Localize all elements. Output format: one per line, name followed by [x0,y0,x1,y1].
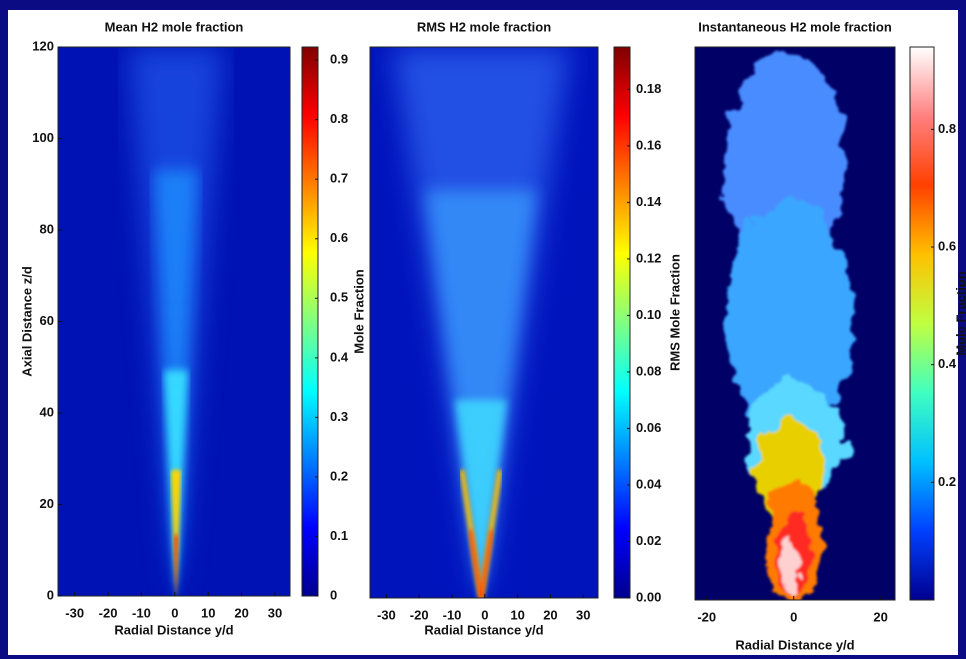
x-tick-label: 10 [201,605,215,620]
instant-field [695,47,895,600]
rms-field [370,47,598,598]
x-tick-label: -20 [410,607,429,622]
chart-title: Instantaneous H2 mole fraction [698,19,892,34]
y-tick-label: 120 [32,38,54,53]
colorbar-tick-label: 0.00 [636,589,661,604]
colorbar-tick-label: 0.04 [636,476,662,491]
x-axis-label: Radial Distance y/d [735,637,854,652]
x-tick-label: 20 [234,605,248,620]
colorbar-tick-label: 0.4 [330,349,349,364]
colorbar-label: Mole Fraction [351,269,366,354]
x-tick-label: 0 [171,605,178,620]
x-tick-label: 30 [268,605,282,620]
chart-title: RMS H2 mole fraction [417,19,551,34]
x-tick-label: 20 [543,607,557,622]
mean-field [58,47,290,596]
y-axis-label: Axial Distance z/d [19,266,34,377]
colorbar-tick-label: 0.9 [330,52,348,67]
x-tick-label: -30 [377,607,396,622]
colorbar [301,46,319,597]
x-tick-label: -20 [99,605,118,620]
x-tick-label: -30 [65,605,84,620]
colorbar-tick-label: 0.5 [330,290,348,305]
x-tick-label: 0 [790,609,797,624]
x-tick-label: 10 [510,607,524,622]
x-axis-label: Radial Distance y/d [114,622,233,637]
y-tick-label: 20 [40,496,54,511]
colorbar-tick-label: 0.3 [330,409,348,424]
colorbar-tick-label: 0.18 [636,81,661,96]
colorbar-tick-label: 0.1 [330,528,348,543]
colorbar-tick-label: 0 [330,587,337,602]
colorbar [613,46,631,599]
colorbar-tick-label: 0.2 [330,468,348,483]
y-tick-label: 40 [40,404,54,419]
chart-title: Mean H2 mole fraction [105,19,244,34]
colorbar-tick-label: 0.4 [938,356,957,371]
colorbar-tick-label: 0.06 [636,420,661,435]
y-tick-label: 0 [47,587,54,602]
plot-frame [694,46,896,601]
colorbar-tick-label: 0.12 [636,250,661,265]
y-tick-label: 60 [40,313,54,328]
colorbar-tick-label: 0.8 [938,121,956,136]
colorbar-tick-label: 0.7 [330,171,348,186]
y-tick-label: 80 [40,221,54,236]
colorbar-tick-label: 0.16 [636,137,661,152]
colorbar-label: RMS Mole Fraction [667,254,682,371]
colorbar-tick-label: 0.8 [330,111,348,126]
x-tick-label: -20 [697,609,716,624]
colorbar-tick-label: 0.14 [636,194,662,209]
colorbar-tick-label: 0.6 [330,230,348,245]
colorbar-tick-label: 0.2 [938,474,956,489]
plot-frame [369,46,599,599]
colorbar-tick-label: 0.6 [938,238,956,253]
x-tick-label: -10 [443,607,462,622]
x-tick-label: 30 [576,607,590,622]
x-tick-label: 0 [481,607,488,622]
colorbar-tick-label: 0.02 [636,533,661,548]
colorbar-tick-label: 0.08 [636,363,661,378]
x-axis-label: Radial Distance y/d [424,622,543,637]
colorbar-tick-label: 0.10 [636,307,661,322]
colorbar-label: Mole Fraction [953,271,966,356]
x-tick-label: -10 [132,605,151,620]
x-tick-label: 20 [873,609,887,624]
colorbar [909,46,935,601]
y-tick-label: 100 [32,130,54,145]
